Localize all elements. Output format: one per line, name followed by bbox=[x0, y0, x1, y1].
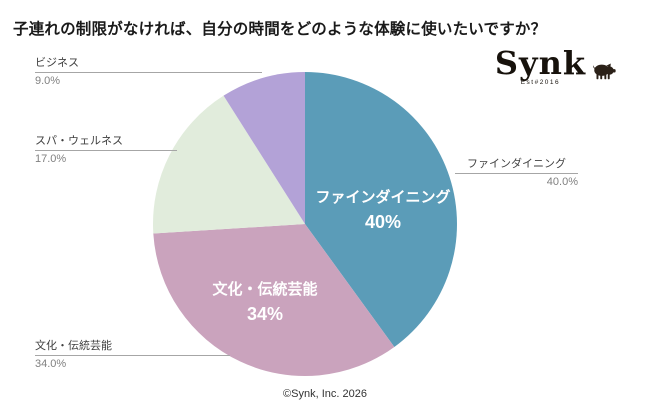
callout-label: ビジネス bbox=[35, 57, 79, 69]
callout-label: スパ・ウェルネス bbox=[35, 135, 123, 147]
callout-culture: 文化・伝統芸能 34.0% bbox=[35, 340, 230, 371]
slice-label-culture: 文化・伝統芸能 34% bbox=[180, 280, 350, 326]
slice-label-value: 34% bbox=[246, 304, 284, 324]
callout-value: 34.0% bbox=[35, 358, 67, 370]
callout-fine-dining: ファインダイニング 40.0% bbox=[455, 158, 578, 189]
callout-value: 17.0% bbox=[35, 153, 67, 165]
boar-icon bbox=[593, 63, 616, 80]
page-title: 子連れの制限がなければ、自分の時間をどのような体験に使いたいですか？ bbox=[13, 21, 547, 38]
pie-slice-4 bbox=[223, 71, 305, 224]
copyright-text: ©Synk, Inc. 2026 bbox=[283, 388, 367, 400]
callout-value: 40.0% bbox=[546, 176, 578, 188]
callout-spa-wellness: スパ・ウェルネス 17.0% bbox=[35, 135, 177, 166]
brand-text-block: Synk Est#2016 bbox=[494, 44, 586, 86]
brand-name: Synk bbox=[494, 44, 586, 82]
brand-tagline: Est#2016 bbox=[520, 79, 561, 86]
callout-value: 9.0% bbox=[35, 75, 61, 87]
leader-line bbox=[35, 355, 230, 356]
leader-line bbox=[35, 150, 177, 151]
pie-slice-2 bbox=[153, 224, 395, 376]
leader-line bbox=[455, 173, 578, 174]
callout-business: ビジネス 9.0% bbox=[35, 57, 262, 88]
slice-label-text: 文化・伝統芸能 bbox=[212, 281, 318, 298]
slice-label-fine-dining: ファインダイニング 40% bbox=[298, 188, 468, 234]
pie-slice-1 bbox=[305, 72, 457, 347]
brand-logo: Synk Est#2016 bbox=[494, 44, 616, 86]
callout-label: 文化・伝統芸能 bbox=[35, 340, 112, 352]
pie-slice-3 bbox=[153, 95, 305, 234]
callout-label: ファインダイニング bbox=[467, 158, 566, 170]
slice-label-value: 40% bbox=[364, 212, 402, 232]
leader-line bbox=[35, 72, 262, 73]
slice-label-text: ファインダイニング bbox=[315, 189, 451, 206]
